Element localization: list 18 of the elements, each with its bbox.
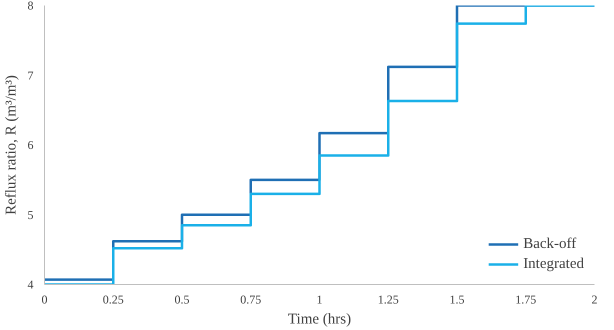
y-tick-label: 4	[28, 278, 34, 292]
x-tick-label: 0	[42, 292, 48, 306]
x-tick-label: 2	[592, 292, 598, 306]
y-tick-label: 5	[28, 208, 34, 222]
y-tick-label: 8	[28, 0, 34, 12]
x-tick-label: 1	[316, 292, 322, 306]
x-tick-label: 0.5	[174, 292, 190, 306]
y-axis-title: Reflux ratio, R (m³/m³)	[4, 75, 20, 215]
legend-label: Integrated	[523, 256, 584, 272]
legend-label: Back-off	[523, 236, 576, 252]
x-tick-label: 0.25	[102, 292, 124, 306]
x-tick-label: 1.75	[515, 292, 536, 306]
y-tick-label: 7	[28, 68, 34, 82]
y-tick-label: 6	[28, 138, 34, 152]
x-tick-label: 1.25	[378, 292, 399, 306]
x-tick-label: 1.5	[450, 292, 464, 306]
x-axis-title: Time (hrs)	[288, 312, 352, 328]
x-tick-label: 0.75	[240, 292, 262, 306]
